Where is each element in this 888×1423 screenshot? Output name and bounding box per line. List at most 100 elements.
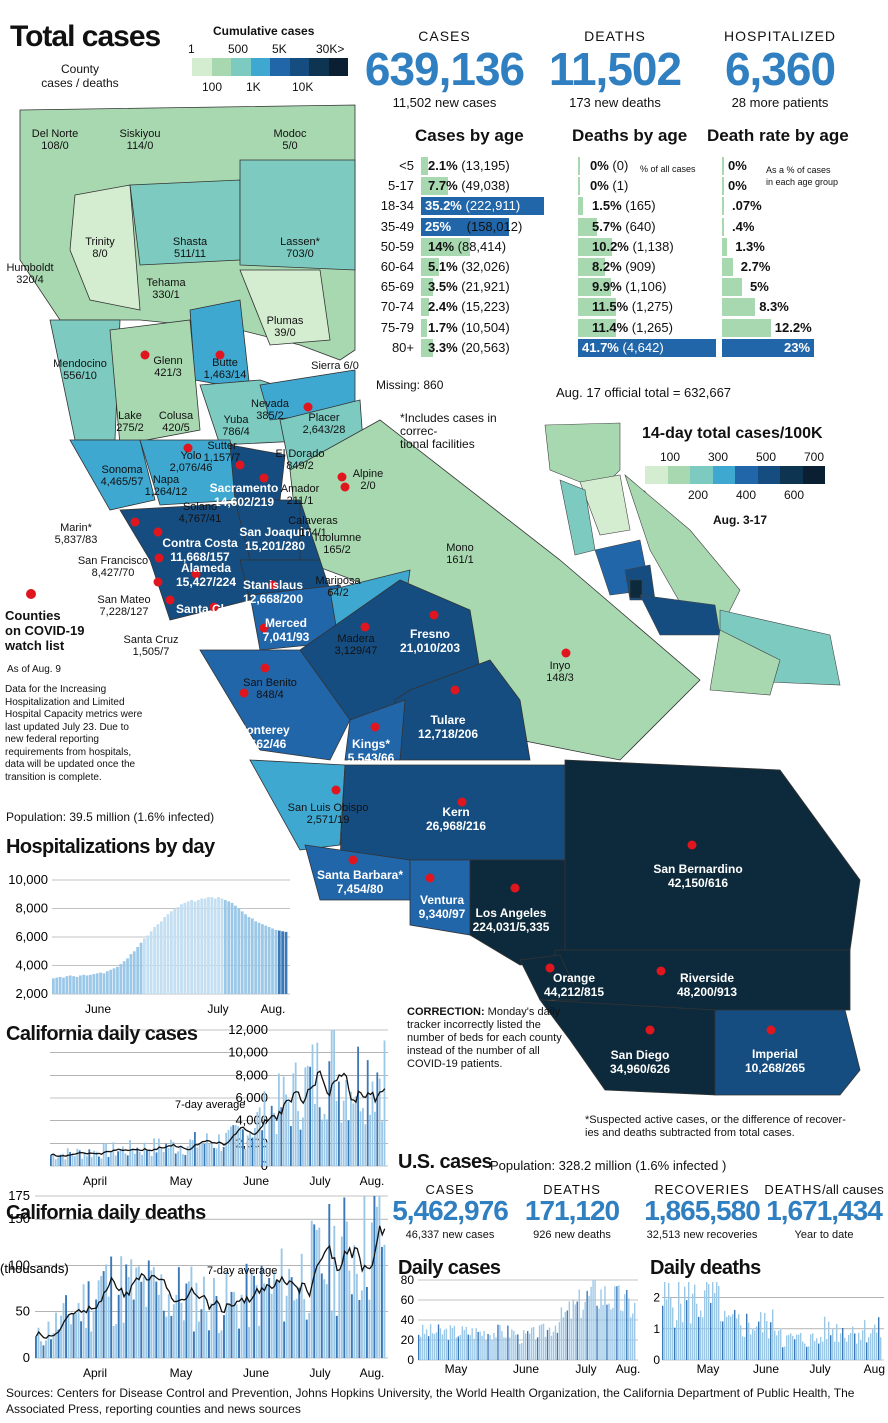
- y-tick-label: 0: [407, 1353, 414, 1367]
- chart-bar: [517, 1334, 519, 1360]
- chart-bar: [70, 1324, 73, 1358]
- chart-title: California daily deaths: [6, 1202, 206, 1224]
- chart-bar: [608, 1303, 610, 1360]
- chart-bar: [100, 1158, 103, 1166]
- chart-bar: [83, 1152, 86, 1166]
- chart-bar: [220, 898, 224, 994]
- chart-bar: [250, 918, 254, 994]
- chart-bar: [371, 1081, 374, 1166]
- watch-list-dot: [209, 602, 219, 612]
- correction-note: CORRECTION: Monday's daily tracker incor…: [407, 1006, 562, 1070]
- deaths-bar: [578, 298, 616, 317]
- chart-bar: [185, 1283, 188, 1358]
- legend-tick: 30K>: [316, 42, 345, 56]
- chart-bar: [274, 929, 278, 994]
- county-label: Colusa 420/5: [131, 410, 221, 434]
- stat-value: 639,136: [364, 43, 525, 95]
- chart-subtitle: (thousands): [0, 1261, 69, 1276]
- county-value: 224,031/5,335: [472, 920, 550, 934]
- county-name: Yolo: [180, 450, 202, 462]
- chart-bar: [780, 1328, 782, 1360]
- chart-bar: [467, 1334, 469, 1360]
- chart-bar: [419, 1336, 422, 1360]
- watch-list-dot: [259, 623, 269, 633]
- watch-list-dot: [645, 1025, 655, 1035]
- chart-bar: [42, 1345, 45, 1358]
- chart-bar: [177, 1267, 180, 1358]
- chart-bar: [35, 1336, 37, 1358]
- suspected-note: *Suspected active cases, or the differen…: [585, 1114, 846, 1139]
- chart-bar: [546, 1330, 549, 1360]
- chart-bar: [618, 1285, 620, 1360]
- chart-bar: [298, 1287, 301, 1358]
- county-label: Trinity 8/0: [55, 236, 145, 260]
- chart-bar: [632, 1313, 634, 1360]
- us-population: Population: 328.2 million (1.6% infected…: [490, 1158, 727, 1173]
- chart-bar: [105, 1264, 108, 1358]
- county-value: 108/0: [41, 140, 69, 152]
- x-tick-label: May: [170, 1366, 193, 1380]
- county-name: Siskiyou: [119, 128, 161, 140]
- count: (4,642): [618, 339, 664, 355]
- rate-label: 2.7%: [740, 259, 771, 274]
- chart-bar: [280, 1107, 283, 1166]
- death-rate-by-age-title: Death rate by age: [707, 126, 849, 145]
- us-stat-value: 5,462,976: [392, 1195, 509, 1226]
- county-value: 1,463/14: [203, 369, 247, 381]
- chart-bar: [314, 1103, 316, 1166]
- population-note: Population: 39.5 million (1.6% infected): [6, 810, 215, 824]
- county-name: Butte: [212, 357, 238, 369]
- deaths-label: 0% (1): [590, 176, 628, 196]
- chart-bar: [225, 1271, 228, 1358]
- inset-swatch: [735, 466, 758, 484]
- chart-bar: [596, 1305, 598, 1360]
- legend-swatch: [289, 58, 309, 76]
- x-tick-label: July: [309, 1174, 330, 1188]
- chart-bar: [193, 901, 197, 994]
- chart-bar: [499, 1325, 501, 1360]
- rate-bar: [722, 217, 724, 236]
- chart-bar: [294, 1062, 297, 1166]
- county-name: Modoc: [273, 128, 307, 140]
- inset-swatch: [757, 466, 780, 484]
- chart-bar: [328, 1061, 331, 1166]
- chart-bar: [870, 1333, 872, 1360]
- chart-bar: [491, 1340, 493, 1360]
- county-value: 848/4: [256, 689, 284, 701]
- chart-bar: [880, 1337, 882, 1360]
- count: (165): [621, 198, 656, 214]
- chart-bar: [530, 1327, 533, 1360]
- watch-body: Data for the Increasing Hospitalization …: [5, 684, 143, 783]
- chart-bar: [198, 1144, 201, 1166]
- page-title: Total cases: [10, 20, 161, 53]
- county-value: 1,505/7: [132, 646, 170, 658]
- county-label: Humboldt 320/4: [0, 262, 75, 286]
- county-label: Glenn 421/3: [123, 355, 213, 379]
- count: (49,038): [457, 178, 510, 194]
- y-tick-label: 150: [8, 1211, 30, 1226]
- county-value: 1,264/12: [144, 486, 188, 498]
- chart-bar: [302, 1117, 304, 1166]
- county-label: Lassen* 703/0: [255, 236, 345, 260]
- chart-bar: [170, 1139, 172, 1166]
- county-value: 39/0: [274, 327, 296, 339]
- legend-swatch: [192, 58, 212, 76]
- county-value: 12,668/200: [242, 592, 304, 606]
- county-value: 849/2: [286, 460, 314, 472]
- chart-bar: [156, 924, 160, 994]
- county-label: Tulare 12,718/206: [403, 713, 493, 741]
- chart-bar: [290, 1126, 292, 1166]
- chart-title: Daily deaths: [650, 1257, 761, 1279]
- chart-bar: [150, 1270, 153, 1358]
- chart-bar: [816, 1338, 818, 1360]
- chart-bar: [602, 1305, 604, 1360]
- chart-bar: [153, 1138, 155, 1166]
- chart-bar: [215, 1296, 218, 1358]
- chart-bar: [359, 1111, 362, 1166]
- chart-bar: [305, 1319, 308, 1358]
- county-value: 211/1: [286, 495, 314, 507]
- chart-bar: [630, 1317, 632, 1360]
- chart-bar: [784, 1346, 786, 1360]
- chart-bar: [89, 974, 92, 994]
- chart-bar: [330, 1310, 333, 1358]
